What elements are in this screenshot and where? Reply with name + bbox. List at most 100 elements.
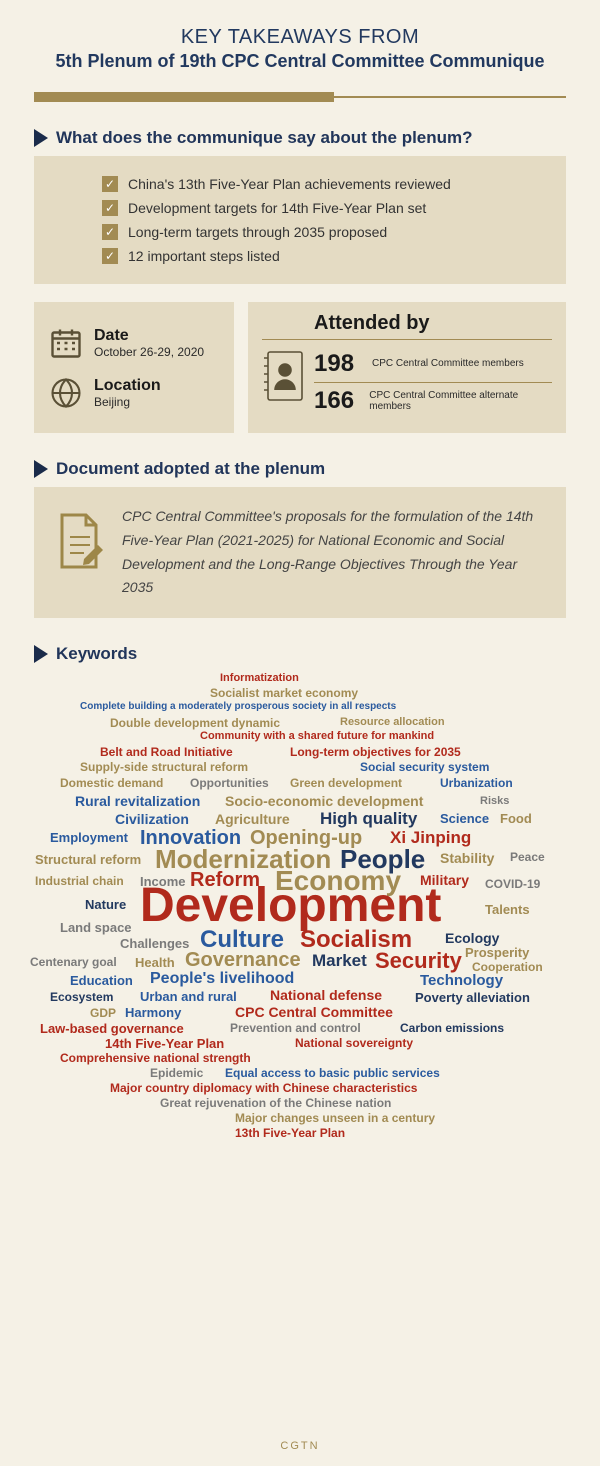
footer-brand: CGTN xyxy=(0,1440,600,1452)
triangle-bullet-icon xyxy=(34,460,48,478)
attended-title: Attended by xyxy=(262,312,552,340)
keyword: Education xyxy=(70,973,133,988)
keyword: Informatization xyxy=(220,672,299,684)
keyword: Green development xyxy=(290,776,402,790)
keyword: Challenges xyxy=(120,936,189,951)
keyword: Poverty alleviation xyxy=(415,990,530,1005)
triangle-bullet-icon xyxy=(34,129,48,147)
keyword: Comprehensive national strength xyxy=(60,1051,251,1065)
keyword: Equal access to basic public services xyxy=(225,1066,440,1080)
keyword: Resource allocation xyxy=(340,716,445,728)
attendance-number: 166 xyxy=(314,387,361,415)
section-title: What does the communique say about the p… xyxy=(56,128,473,148)
header-rule xyxy=(0,82,600,102)
keyword: Rural revitalization xyxy=(75,793,200,809)
check-icon: ✓ xyxy=(102,200,118,216)
keyword: 14th Five-Year Plan xyxy=(105,1036,224,1051)
check-icon: ✓ xyxy=(102,224,118,240)
keyword: Nature xyxy=(85,897,126,912)
checklist-text: 12 important steps listed xyxy=(128,248,280,264)
document-body: CPC Central Committee's proposals for th… xyxy=(122,508,533,595)
attendance-desc: CPC Central Committee alternate members xyxy=(369,390,552,413)
keyword: Development xyxy=(140,878,441,933)
checklist-text: Long-term targets through 2035 proposed xyxy=(128,224,387,240)
keyword: Centenary goal xyxy=(30,955,117,969)
keyword: Major changes unseen in a century xyxy=(235,1111,435,1125)
keyword: CPC Central Committee xyxy=(235,1004,393,1020)
keyword: Prevention and control xyxy=(230,1021,361,1035)
keyword: Market xyxy=(312,951,367,971)
keyword: Opportunities xyxy=(190,776,269,790)
keyword: Supply-side structural reform xyxy=(80,760,248,774)
attendance-number: 198 xyxy=(314,350,364,378)
triangle-bullet-icon xyxy=(34,645,48,663)
date-value: October 26-29, 2020 xyxy=(94,345,204,359)
keyword: Ecology xyxy=(445,930,499,946)
keyword: Social security system xyxy=(360,760,489,774)
keyword: Risks xyxy=(480,795,509,807)
section-communique: What does the communique say about the p… xyxy=(0,128,600,284)
keyword: Employment xyxy=(50,830,128,845)
document-box: CPC Central Committee's proposals for th… xyxy=(34,487,566,618)
date-label: Date xyxy=(94,327,204,345)
keyword: Community with a shared future for manki… xyxy=(200,730,434,742)
attendance-row: 198 CPC Central Committee members xyxy=(314,346,552,382)
keyword: Harmony xyxy=(125,1005,181,1020)
document-pencil-icon xyxy=(54,511,104,571)
keyword: People's livelihood xyxy=(150,970,294,988)
location-label: Location xyxy=(94,377,161,395)
check-icon: ✓ xyxy=(102,248,118,264)
keyword: Law-based governance xyxy=(40,1021,184,1036)
checklist-box: ✓ China's 13th Five-Year Plan achievement… xyxy=(34,156,566,284)
checklist-item: ✓ Long-term targets through 2035 proposed xyxy=(102,220,548,244)
keyword: Peace xyxy=(510,850,545,864)
keyword: Socialist market economy xyxy=(210,686,358,700)
checklist-item: ✓ China's 13th Five-Year Plan achievement… xyxy=(102,172,548,196)
check-icon: ✓ xyxy=(102,176,118,192)
info-left: Date October 26-29, 2020 Location Beijin… xyxy=(34,302,234,433)
keyword: Science xyxy=(440,811,489,826)
keyword: Talents xyxy=(485,902,530,917)
keyword: National sovereignty xyxy=(295,1036,413,1050)
notebook-person-icon xyxy=(262,346,304,419)
checklist-item: ✓ Development targets for 14th Five-Year … xyxy=(102,196,548,220)
keyword: Security xyxy=(375,948,462,974)
attendance-rows: 198 CPC Central Committee members 166 CPC C… xyxy=(314,346,552,419)
info-right: Attended by 198 CPC Central Committee mem… xyxy=(248,302,566,433)
keyword: Structural reform xyxy=(35,852,141,867)
title-main: 5th Plenum of 19th CPC Central Committee… xyxy=(20,51,580,72)
keyword: Urbanization xyxy=(440,776,513,790)
keyword: High quality xyxy=(320,809,417,829)
checklist-item: ✓ 12 important steps listed xyxy=(102,244,548,268)
keyword: Domestic demand xyxy=(60,776,163,790)
attendance-desc: CPC Central Committee members xyxy=(372,358,524,370)
keyword: 13th Five-Year Plan xyxy=(235,1126,345,1140)
keyword: COVID-19 xyxy=(485,877,540,891)
keyword: Food xyxy=(500,811,532,826)
location-value: Beijing xyxy=(94,395,161,409)
section-title: Keywords xyxy=(56,644,137,664)
header: KEY TAKEAWAYS FROM 5th Plenum of 19th CP… xyxy=(0,0,600,82)
keyword: Stability xyxy=(440,850,494,866)
section-keywords: Keywords xyxy=(0,644,600,664)
word-cloud: InformatizationSocialist market economyC… xyxy=(20,672,580,1222)
section-title: Document adopted at the plenum xyxy=(56,459,325,479)
keyword: Double development dynamic xyxy=(110,716,280,730)
keyword: Belt and Road Initiative xyxy=(100,745,233,759)
keyword: Complete building a moderately prosperou… xyxy=(80,701,396,712)
calendar-icon xyxy=(48,325,84,361)
keyword: Prosperity xyxy=(465,945,529,960)
attendance-row: 166 CPC Central Committee alternate membe… xyxy=(314,382,552,419)
keyword: Technology xyxy=(420,972,503,989)
keyword: Socio-economic development xyxy=(225,793,423,809)
checklist-text: Development targets for 14th Five-Year P… xyxy=(128,200,426,216)
keyword: Major country diplomacy with Chinese cha… xyxy=(110,1081,417,1095)
checklist-text: China's 13th Five-Year Plan achievements… xyxy=(128,176,451,192)
keyword: Civilization xyxy=(115,811,189,827)
keyword: Governance xyxy=(185,949,301,972)
keyword: Agriculture xyxy=(215,811,290,827)
keyword: Epidemic xyxy=(150,1066,203,1080)
keyword: Industrial chain xyxy=(35,874,124,888)
keyword: Carbon emissions xyxy=(400,1021,504,1035)
keyword: GDP xyxy=(90,1006,116,1020)
